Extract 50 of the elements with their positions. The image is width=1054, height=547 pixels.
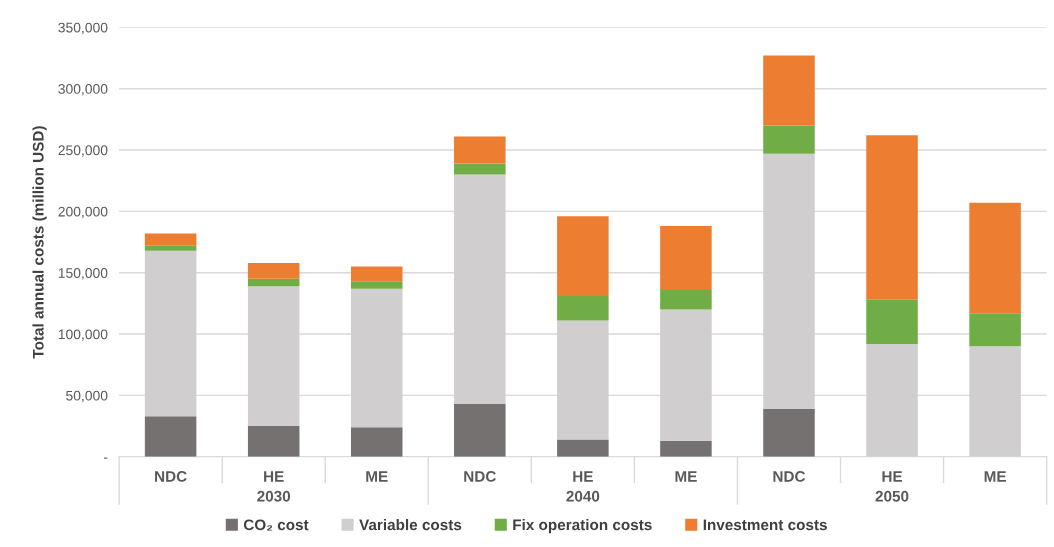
bar: [557, 296, 609, 321]
legend-label: Fix operation costs: [513, 519, 652, 534]
y-tick-label: 300,000: [58, 84, 108, 96]
bar: [247, 426, 300, 457]
x-tick-label: ME: [366, 471, 388, 482]
y-tick-label: 350,000: [58, 22, 108, 35]
y-tick-label: 200,000: [58, 206, 108, 219]
y-axis-title: Total annual costs (million USD): [32, 126, 47, 359]
legend-label: Investment costs: [703, 519, 827, 531]
bar: [866, 135, 918, 300]
bar: [660, 226, 712, 290]
text: 2040: [566, 490, 600, 502]
x-tick-label: NDC: [464, 471, 496, 482]
bar: [144, 233, 197, 246]
bar: [763, 125, 815, 154]
bar: [969, 313, 1021, 347]
x-tick-label: NDC: [155, 471, 187, 482]
bar: [557, 216, 609, 297]
x-tick-label: ME: [675, 471, 697, 482]
bar: [247, 278, 300, 287]
bar: [557, 439, 609, 457]
y-tick-label: 250,000: [58, 145, 108, 157]
x-tick-label: ME: [984, 471, 1006, 482]
bar: [763, 55, 815, 126]
text: 2050: [875, 490, 909, 502]
legend-label: CO₂ cost: [243, 519, 309, 531]
bar: [454, 163, 506, 175]
x-tick-label: HE: [573, 471, 593, 482]
bar: [969, 202, 1021, 314]
bar: [660, 289, 712, 310]
text: 2030: [257, 490, 291, 502]
bar: [866, 299, 918, 344]
y-tick-label: -: [103, 457, 108, 459]
bar: [763, 408, 815, 457]
bar: [144, 416, 197, 457]
x-tick-label: HE: [264, 471, 284, 482]
y-tick-label: 50,000: [66, 390, 108, 403]
bar: [454, 403, 506, 457]
x-tick-label: NDC: [773, 471, 806, 482]
legend-label: Variable costs: [359, 519, 462, 531]
bar: [144, 245, 197, 251]
bar: [454, 136, 506, 164]
y-tick-label: 100,000: [58, 329, 108, 341]
bar: [350, 427, 403, 457]
bar: [660, 440, 712, 457]
bar: [350, 266, 403, 282]
y-tick-label: 150,000: [58, 268, 108, 280]
x-tick-label: HE: [882, 471, 903, 482]
bar: [247, 262, 300, 279]
bar: [350, 281, 403, 289]
